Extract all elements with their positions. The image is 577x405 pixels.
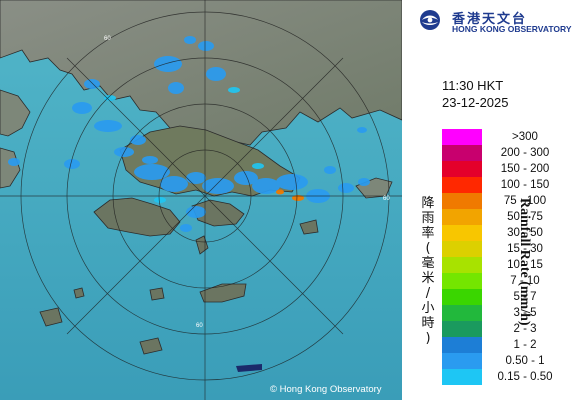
legend-label: 0.15 - 0.50: [497, 371, 553, 383]
west-coast-land: [0, 89, 31, 137]
legend-swatch: [442, 305, 482, 321]
south-islands-6: [73, 287, 85, 299]
south-islands-5: [236, 364, 262, 372]
legend-row: 5 - 7: [442, 289, 577, 305]
south-islands-3: [39, 307, 63, 327]
legend-label: 7 - 10: [510, 275, 540, 287]
legend-swatch: [442, 129, 482, 145]
legend-label: 5 - 7: [513, 291, 537, 303]
legend-swatch: [442, 145, 482, 161]
legend-label: 150 - 200: [500, 163, 550, 175]
legend-row: 7 - 10: [442, 273, 577, 289]
legend-row: 150 - 200: [442, 161, 577, 177]
legend-swatch: [442, 241, 482, 257]
legend-swatch: [442, 289, 482, 305]
south-islands-2: [149, 287, 165, 301]
legend-swatch: [442, 337, 482, 353]
legend-label: 50 - 75: [507, 211, 543, 223]
radar-map: 60 60 60 © Hong Kong Observatory: [0, 0, 403, 400]
rain-echoes-light: [104, 87, 264, 203]
legend-row: 15 - 30: [442, 241, 577, 257]
legend-swatch: [442, 321, 482, 337]
ring-label: 60: [383, 196, 390, 202]
legend-label: 30 - 50: [507, 227, 543, 239]
legend-label: 75 - 100: [503, 195, 547, 207]
legend-row: 50 - 75: [442, 209, 577, 225]
timestamp-date: 23-12-2025: [442, 95, 509, 110]
ring-label: 60: [104, 36, 111, 42]
legend-label: 100 - 150: [500, 179, 550, 191]
east-islands: [299, 219, 319, 235]
legend-row: 1 - 2: [442, 337, 577, 353]
legend-label: 10 - 15: [507, 259, 543, 271]
legend-swatch: [442, 177, 482, 193]
radar-map-canvas: 60 60 60: [0, 0, 403, 400]
legend-label: 0.50 - 1: [505, 355, 545, 367]
legend-swatch: [442, 369, 482, 385]
range-rings: [0, 0, 402, 400]
org-name-cn: 香港天文台: [452, 12, 528, 27]
south-islands-4: [139, 337, 163, 355]
legend-row: >300: [442, 129, 577, 145]
info-panel: 香港天文台 HONG KONG OBSERVATORY 11:30 HKT 23…: [402, 0, 577, 400]
legend-title-en: Rainfall Rate (mm/h): [517, 198, 532, 326]
legend-label: 2 - 3: [513, 323, 537, 335]
rain-echoes-moderate: [276, 189, 304, 201]
legend-row: 0.50 - 1: [442, 353, 577, 369]
legend-row: 200 - 300: [442, 145, 577, 161]
org-name-en: HONG KONG OBSERVATORY: [452, 24, 572, 34]
ring-label: 60: [196, 323, 203, 329]
rainfall-legend: >300 200 - 300 150 - 200 100 - 150 75 - 100 5…: [442, 129, 577, 385]
legend-label: 3 - 5: [513, 307, 537, 319]
legend-swatch: [442, 225, 482, 241]
legend-label: >300: [512, 131, 538, 143]
legend-swatch: [442, 209, 482, 225]
legend-swatch: [442, 161, 482, 177]
legend-swatch: [442, 193, 482, 209]
legend-label: 1 - 2: [513, 339, 537, 351]
legend-label: 15 - 30: [507, 243, 543, 255]
copyright-text: © Hong Kong Observatory: [270, 384, 382, 395]
legend-row: 100 - 150: [442, 177, 577, 193]
legend-swatch: [442, 257, 482, 273]
south-islands: [199, 283, 247, 303]
legend-row: 2 - 3: [442, 321, 577, 337]
hko-logo-icon: [416, 8, 446, 32]
west-coast-land-2: [0, 147, 21, 189]
legend-swatch: [442, 353, 482, 369]
lantau-island: [93, 197, 181, 237]
legend-swatch: [442, 273, 482, 289]
legend-row: 10 - 15: [442, 257, 577, 273]
legend-row: 30 - 50: [442, 225, 577, 241]
legend-row: 3 - 5: [442, 305, 577, 321]
legend-row: 75 - 100: [442, 193, 577, 209]
legend-row: 0.15 - 0.50: [442, 369, 577, 385]
timestamp-time: 11:30 HKT: [442, 78, 504, 93]
legend-label: 200 - 300: [500, 147, 550, 159]
legend-title-cn: 降雨率(毫米 / 小時): [421, 196, 435, 346]
